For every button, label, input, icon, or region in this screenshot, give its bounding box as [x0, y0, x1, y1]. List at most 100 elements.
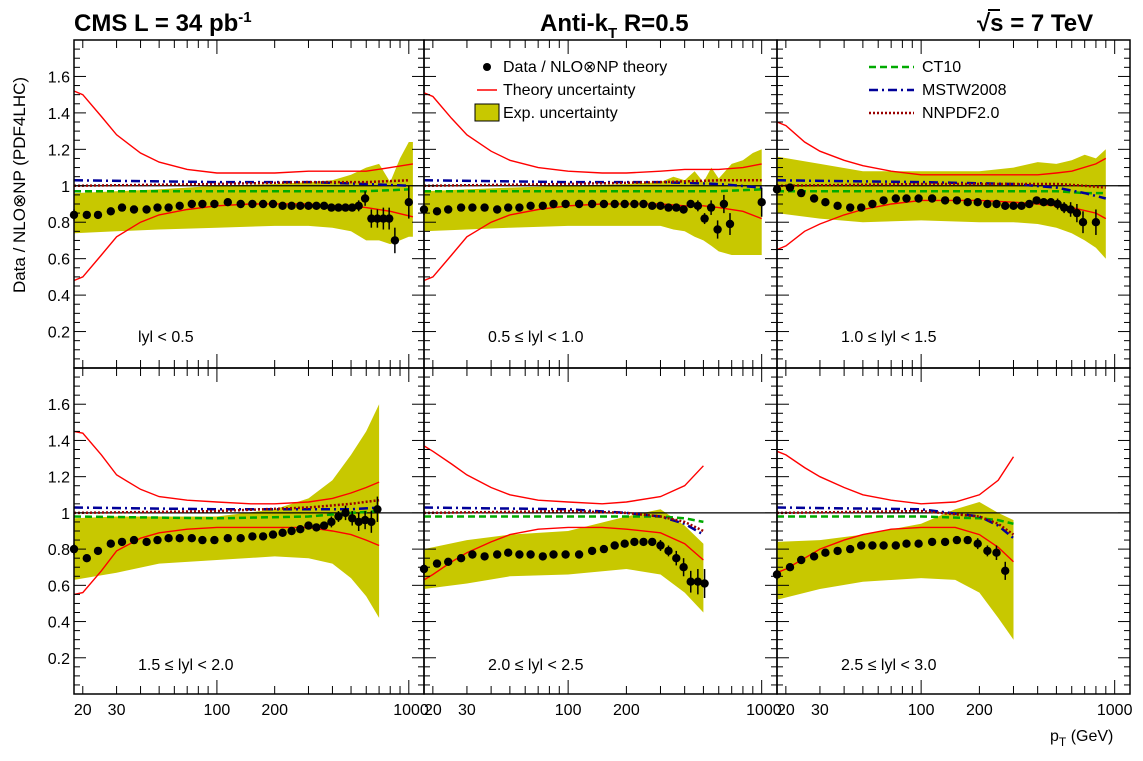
data-point — [493, 205, 502, 214]
data-point — [93, 210, 103, 220]
data-point — [610, 199, 619, 209]
nnpdf-curve — [776, 182, 1106, 189]
data-point — [117, 537, 127, 547]
data-point — [142, 205, 151, 214]
panel-3: 1.0 ≤ lyl < 1.5 CT10 MSTW2008 NNPDF2.0 — [772, 39, 1131, 369]
data-point — [373, 505, 382, 514]
data-point — [129, 205, 139, 214]
data-point — [187, 534, 196, 543]
data-point — [561, 199, 570, 209]
data-point — [360, 515, 370, 525]
panel-5: 20 30 100 200 1000 2.0 ≤ lyl < 2.5 — [419, 367, 782, 719]
x-tick-label: 30 — [108, 702, 126, 719]
data-point — [700, 579, 709, 588]
data-point — [963, 198, 972, 207]
mstw2008-curve — [423, 506, 705, 536]
data-point — [983, 546, 992, 556]
data-point — [686, 577, 695, 586]
x-tick-label: 100 — [555, 702, 582, 719]
y-tick-label: 1.6 — [48, 69, 70, 86]
x-tick-label: 1000 — [1097, 702, 1133, 719]
data-point — [210, 535, 219, 545]
data-point — [1039, 198, 1048, 207]
data-point — [857, 541, 866, 550]
data-point — [367, 214, 376, 223]
data-point — [672, 554, 681, 563]
data-point — [164, 203, 173, 212]
x-tick-label: 200 — [261, 702, 288, 719]
theory-upper-line — [776, 450, 1015, 505]
data-point — [1001, 201, 1010, 210]
data-point — [797, 188, 806, 198]
data-point — [480, 203, 489, 212]
x-tick-label: 1000 — [746, 702, 782, 719]
data-point — [620, 199, 629, 209]
data-point — [700, 214, 709, 223]
x-tick-label: 30 — [811, 702, 829, 719]
data-point — [952, 535, 962, 545]
theory-upper-line — [423, 445, 704, 505]
data-point — [287, 201, 296, 210]
panel-2: 0.5 ≤ lyl < 1.0 Data / NLO⊗NP theory Theor… — [419, 39, 778, 369]
x-tick-label: 1000 — [393, 702, 429, 719]
data-point — [587, 546, 597, 556]
data-point — [153, 535, 162, 545]
y-axis-title: Data / NLO⊗NP (PDF4LHC) — [10, 77, 29, 293]
data-point — [656, 541, 665, 550]
data-point — [1078, 218, 1088, 227]
data-point — [432, 207, 442, 216]
data-point — [432, 559, 442, 568]
data-point — [599, 199, 609, 209]
data-point — [341, 508, 350, 518]
data-point — [456, 203, 466, 212]
data-point — [1001, 566, 1010, 575]
data-point — [198, 199, 207, 209]
y-tick-label: 1.2 — [48, 142, 70, 159]
header-left: CMS L = 34 pb-1 — [74, 9, 252, 37]
y-tick-label: 1 — [61, 506, 70, 523]
theory-lower-line — [73, 526, 380, 596]
data-point — [587, 199, 597, 209]
data-point — [1046, 198, 1056, 207]
rapidity-bin-label: lyl < 0.5 — [138, 329, 194, 346]
data-point — [693, 201, 703, 210]
data-point — [373, 214, 382, 223]
data-point — [504, 548, 513, 557]
data-point — [574, 199, 584, 209]
data-point — [248, 199, 257, 209]
data-point — [719, 199, 729, 209]
data-point — [287, 526, 296, 536]
y-tick-label: 0.6 — [48, 252, 70, 269]
data-point — [493, 550, 502, 559]
data-point — [117, 203, 127, 212]
data-point — [857, 203, 866, 212]
data-point — [785, 183, 795, 192]
nnpdf-curve — [423, 509, 704, 533]
data-point — [348, 514, 357, 523]
data-point — [258, 532, 268, 541]
data-point — [620, 539, 629, 548]
panel-1: 0.2 0.4 0.6 0.8 1 1.2 1.4 1.6 lyl < 0.5 — [48, 39, 425, 369]
legend-pdf: CT10 MSTW2008 NNPDF2.0 — [869, 59, 1007, 122]
legend-label: Data / NLO⊗NP theory — [503, 59, 667, 76]
data-point — [106, 539, 116, 548]
data-point — [664, 203, 673, 212]
mstw2008-curve — [73, 179, 409, 188]
data-point — [468, 550, 477, 559]
data-point — [686, 199, 695, 209]
data-point — [940, 537, 950, 547]
legend-marker-band — [474, 103, 500, 122]
data-point — [312, 201, 321, 210]
data-point — [354, 517, 363, 527]
data-point — [630, 537, 639, 547]
data-point — [538, 201, 547, 210]
data-point — [693, 577, 703, 586]
data-point — [93, 546, 103, 556]
mstw2008-curve — [776, 179, 1107, 200]
y-tick-label: 1.2 — [48, 470, 70, 487]
data-point — [379, 214, 388, 223]
y-tick-label: 0.8 — [48, 215, 70, 232]
data-point — [648, 537, 657, 547]
data-point — [319, 521, 329, 530]
data-point — [223, 198, 232, 207]
